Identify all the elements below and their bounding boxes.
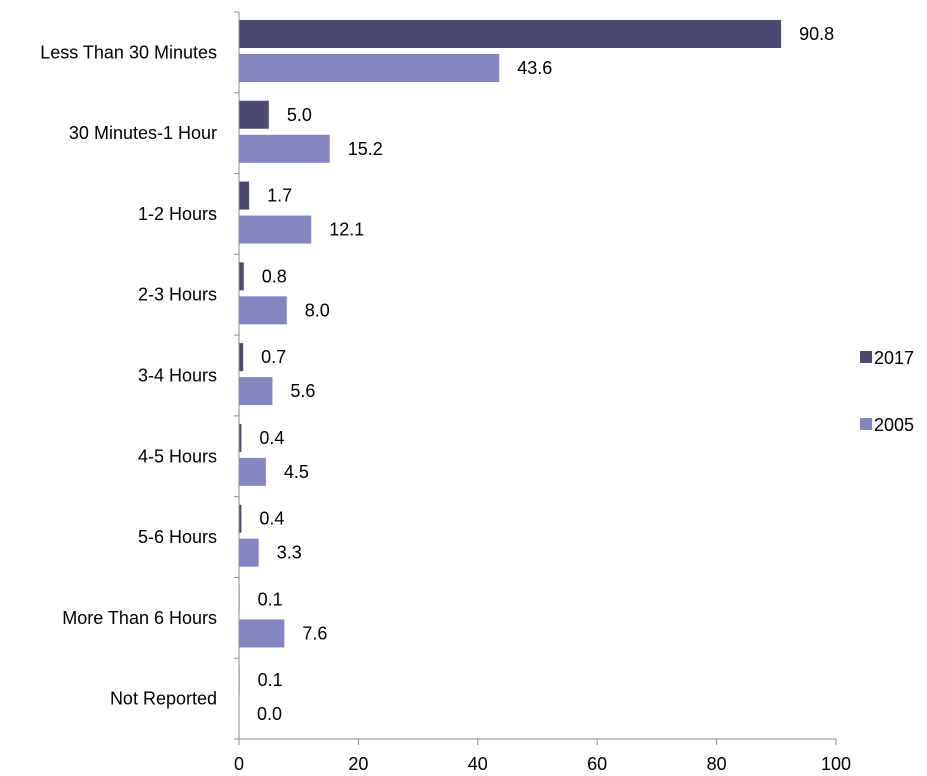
legend-label-2005: 2005	[874, 415, 914, 435]
category-label-2: 1-2 Hours	[138, 204, 217, 224]
value-label-2005-8: 0.0	[257, 704, 282, 724]
value-labels-layer: 90.843.65.015.21.712.10.88.00.75.60.44.5…	[257, 24, 834, 724]
category-label-5: 4-5 Hours	[138, 446, 217, 466]
x-tick-label-1: 20	[348, 754, 368, 774]
value-label-2005-6: 3.3	[277, 543, 302, 563]
value-label-2017-7: 0.1	[258, 589, 283, 609]
bar-2017-4	[239, 343, 244, 372]
value-label-2017-1: 5.0	[287, 105, 312, 125]
value-label-2017-2: 1.7	[267, 186, 292, 206]
legend-swatch-2017	[860, 351, 872, 363]
bar-2005-5	[239, 457, 266, 486]
value-label-2005-1: 15.2	[348, 139, 383, 159]
legend-swatch-2005	[860, 418, 872, 430]
legend: 2017 2005	[860, 348, 914, 435]
category-label-8: Not Reported	[110, 689, 217, 709]
value-label-2005-5: 4.5	[284, 462, 309, 482]
bar-2017-1	[239, 100, 269, 129]
bar-2005-0	[239, 54, 500, 82]
x-tick-label-0: 0	[234, 754, 244, 774]
value-label-2017-0: 90.8	[799, 24, 834, 44]
category-label-4: 3-4 Hours	[138, 366, 217, 386]
value-label-2017-8: 0.1	[258, 670, 283, 690]
x-tick-label-5: 100	[821, 754, 851, 774]
bar-2017-3	[239, 262, 244, 291]
bar-2005-3	[239, 296, 287, 325]
value-label-2017-5: 0.4	[259, 428, 284, 448]
value-label-2005-0: 43.6	[517, 58, 552, 78]
value-label-2005-4: 5.6	[290, 381, 315, 401]
value-label-2017-3: 0.8	[262, 266, 287, 286]
category-label-7: More Than 6 Hours	[62, 608, 217, 628]
category-label-1: 30 Minutes-1 Hour	[69, 123, 217, 143]
x-tick-label-4: 80	[707, 754, 727, 774]
category-label-3: 2-3 Hours	[138, 285, 217, 305]
bar-2005-2	[239, 215, 312, 244]
x-axis: 0 20 40 60 80 100	[234, 738, 851, 774]
value-label-2017-4: 0.7	[261, 347, 286, 367]
category-label-6: 5-6 Hours	[138, 527, 217, 547]
bar-2005-1	[239, 134, 330, 163]
value-label-2005-2: 12.1	[329, 220, 364, 240]
bar-2017-5	[239, 423, 242, 452]
bar-2005-4	[239, 377, 273, 406]
bar-2017-2	[239, 181, 250, 210]
bars-layer	[239, 20, 782, 695]
y-axis: Less Than 30 Minutes 30 Minutes-1 Hour 1-2…	[40, 11, 240, 740]
bar-2005-6	[239, 538, 259, 567]
bar-2017-0	[239, 20, 782, 48]
value-label-2005-3: 8.0	[305, 300, 330, 320]
legend-label-2017: 2017	[874, 348, 914, 368]
bar-2005-7	[239, 619, 285, 648]
category-label-0: Less Than 30 Minutes	[40, 42, 217, 62]
value-label-2017-6: 0.4	[259, 509, 284, 529]
value-label-2005-7: 7.6	[302, 623, 327, 643]
x-tick-label-2: 40	[468, 754, 488, 774]
x-tick-label-3: 60	[587, 754, 607, 774]
bar-2017-6	[239, 504, 242, 533]
